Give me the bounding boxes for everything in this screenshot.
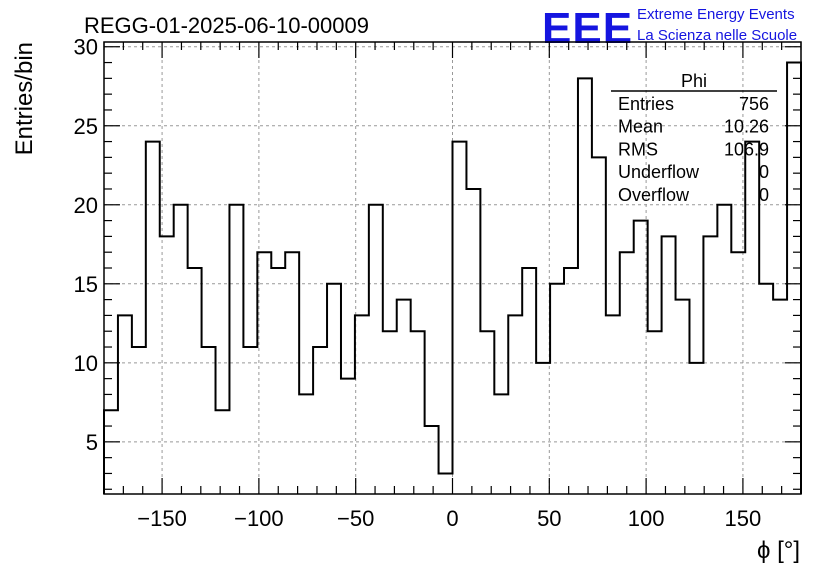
x-tick-label: 150 [725, 506, 762, 531]
y-tick-label: 20 [74, 193, 98, 218]
y-tick-label: 10 [74, 351, 98, 376]
chart-title: REGG-01-2025-06-10-00009 [84, 13, 369, 38]
y-tick-label: 5 [86, 430, 98, 455]
stats-row-label: Underflow [618, 162, 700, 182]
stats-row-label: Mean [618, 117, 663, 137]
stats-row-label: RMS [618, 139, 658, 159]
axis-ticks [103, 42, 802, 494]
x-tick-label: −100 [234, 506, 284, 531]
stats-row-value: 0 [759, 162, 769, 182]
logo-line-2: La Scienza nelle Scuole [637, 27, 797, 44]
x-tick-label: −50 [337, 506, 374, 531]
stats-row-label: Entries [618, 94, 674, 114]
histogram-outline [103, 61, 802, 494]
stats-row-value: 756 [739, 94, 769, 114]
x-axis-label: ϕ [°] [757, 537, 800, 564]
stats-row-value: 10.26 [724, 117, 769, 137]
logo-line-1: Extreme Energy Events [637, 6, 795, 23]
logo-mark: EEE [542, 4, 633, 53]
y-axis-label: Entries/bin [11, 42, 38, 155]
y-tick-label: 30 [74, 35, 98, 60]
stats-rows: Entries 756 Mean 10.26 RMS 106.9 Underflow 0 Ove… [618, 94, 769, 205]
x-tick-label: 50 [537, 506, 561, 531]
x-tick-label: −150 [137, 506, 187, 531]
stats-name: Phi [681, 71, 707, 91]
stats-row-value: 106.9 [724, 139, 769, 159]
x-tick-label: 0 [446, 506, 458, 531]
eee-logo: EEE Extreme Energy Events La Scienza nel… [542, 4, 797, 53]
stats-row-label: Overflow [618, 185, 690, 205]
x-tick-label: 100 [628, 506, 665, 531]
y-tick-label: 15 [74, 272, 98, 297]
stats-row-value: 0 [759, 185, 769, 205]
y-tick-labels: 5 10 15 20 25 30 [74, 35, 98, 455]
stats-box: Phi Entries 756 Mean 10.26 RMS 106.9 Underflow… [611, 71, 777, 205]
x-tick-labels: −150 −100 −50 0 50 100 150 [137, 506, 761, 531]
y-tick-label: 25 [74, 114, 98, 139]
